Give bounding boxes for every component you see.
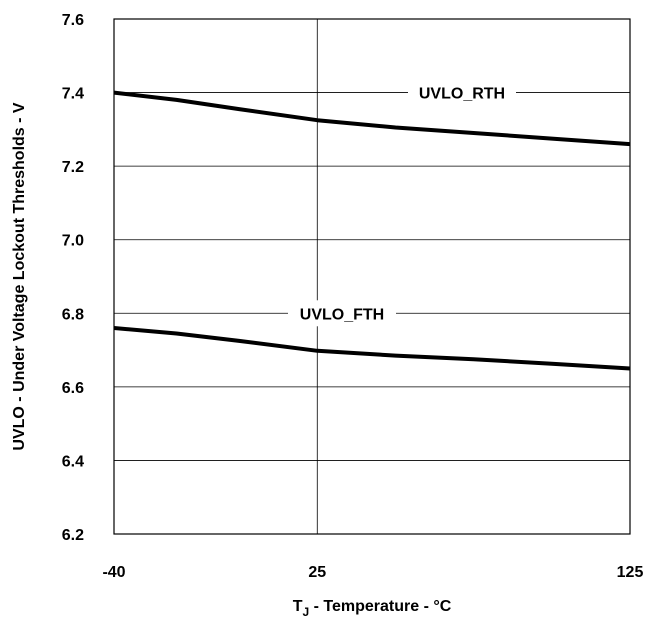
series-line <box>113 90 631 147</box>
series-line <box>113 326 631 371</box>
y-tick-label: 7.4 <box>62 86 84 103</box>
y-tick-label: 6.8 <box>62 306 84 323</box>
series-label: UVLO_RTH <box>419 86 505 103</box>
x-axis-ticks: -40 25 125 <box>102 564 643 581</box>
plot-area-frame <box>113 18 631 535</box>
y-tick-label: 6.6 <box>62 380 84 397</box>
y-axis-ticks: 6.2 6.4 6.6 6.8 7.0 7.2 7.4 7.6 <box>62 12 84 544</box>
x-tick-label: 25 <box>308 564 326 581</box>
x-axis-title-main: T <box>293 598 303 615</box>
x-tick-label: -40 <box>102 564 125 581</box>
series-label: UVLO_FTH <box>300 306 384 323</box>
y-tick-label: 7.0 <box>62 233 84 250</box>
series-label-background <box>288 300 396 327</box>
grid-lines <box>114 19 630 534</box>
x-axis-title: TJ - Temperature - °C <box>293 598 452 619</box>
series-label-background <box>408 79 516 106</box>
y-tick-label: 7.2 <box>62 159 84 176</box>
y-tick-label: 7.6 <box>62 12 84 29</box>
x-axis-title-subscript: J <box>302 605 309 619</box>
x-tick-label: 125 <box>617 564 644 581</box>
y-tick-label: 6.4 <box>62 453 84 470</box>
y-tick-label: 6.2 <box>62 527 84 544</box>
y-axis-title: UVLO - Under Voltage Lockout Thresholds … <box>11 102 28 451</box>
series-lines: UVLO_RTH UVLO_FTH <box>113 79 631 371</box>
x-axis-title-rest: - Temperature - °C <box>309 598 452 615</box>
